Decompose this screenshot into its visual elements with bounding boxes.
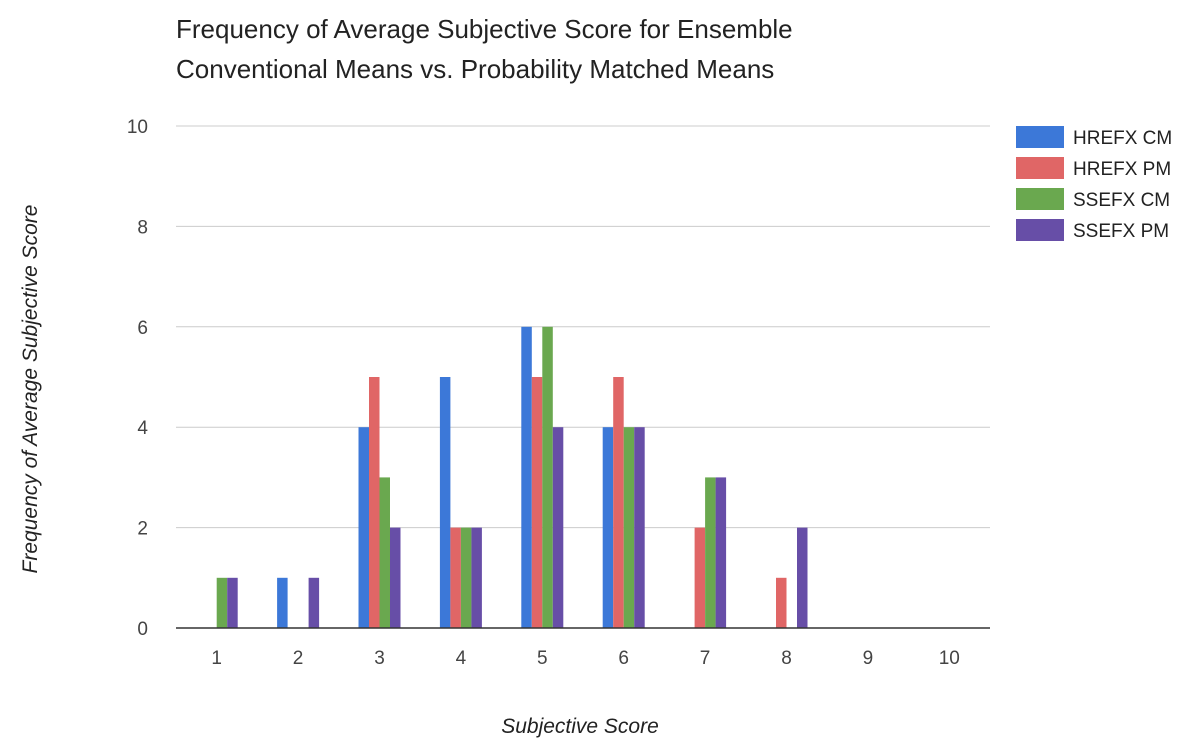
legend-swatch	[1016, 188, 1064, 210]
bar-hrefx-cm-4	[439, 377, 451, 628]
bar-hrefx-cm-5	[521, 326, 532, 628]
legend-label: HREFX CM	[1073, 128, 1172, 149]
legend-label: SSEFX PM	[1073, 221, 1169, 242]
bars	[216, 326, 808, 628]
bar-hrefx-pm-8	[776, 577, 787, 628]
y-tick-label: 4	[137, 418, 148, 439]
x-tick-label: 7	[700, 648, 711, 669]
bar-ssefx-pm-5	[552, 427, 564, 628]
legend-label: HREFX PM	[1073, 159, 1171, 180]
x-tick-label: 8	[781, 648, 792, 669]
y-tick-label: 6	[137, 318, 148, 339]
bar-hrefx-pm-3	[369, 377, 380, 628]
x-tick-label: 3	[374, 648, 385, 669]
bar-hrefx-pm-5	[531, 377, 543, 628]
chart-title-line-1: Frequency of Average Subjective Score fo…	[176, 14, 793, 44]
bar-ssefx-cm-6	[623, 427, 635, 628]
x-tick-label: 5	[537, 648, 548, 669]
legend-item: SSEFX CM	[1016, 188, 1170, 211]
y-tick-label: 8	[137, 217, 148, 238]
legend-swatch	[1016, 126, 1064, 148]
bar-ssefx-cm-1	[216, 577, 228, 628]
bar-ssefx-cm-3	[379, 477, 390, 628]
y-tick-label: 2	[137, 519, 148, 540]
bar-hrefx-cm-3	[358, 427, 369, 628]
bar-hrefx-cm-2	[277, 577, 288, 628]
bar-hrefx-pm-4	[450, 527, 461, 628]
legend: HREFX CM HREFX PM SSEFX CM SSEFX PM	[1016, 126, 1172, 242]
y-axis-title: Frequency of Average Subjective Score	[19, 205, 42, 574]
bar-hrefx-pm-6	[613, 377, 624, 628]
bar-hrefx-cm-6	[602, 427, 614, 628]
y-tick-label: 10	[127, 117, 148, 138]
bar-ssefx-pm-6	[634, 427, 645, 628]
x-tick-label: 10	[939, 648, 960, 669]
bar-ssefx-pm-1	[227, 577, 238, 628]
x-tick-label: 1	[211, 648, 222, 669]
legend-label: SSEFX CM	[1073, 190, 1170, 211]
x-axis-title: Subjective Score	[501, 715, 659, 738]
chart-title-line-2: Conventional Means vs. Probability Match…	[176, 54, 774, 84]
y-axis-ticks: 0 2 4 6 8 10	[127, 117, 149, 640]
x-tick-label: 2	[293, 648, 304, 669]
x-tick-label: 4	[456, 648, 467, 669]
bar-ssefx-pm-4	[471, 527, 482, 628]
legend-item: HREFX PM	[1016, 157, 1171, 180]
x-axis-ticks: 1 2 3 4 5 6 7 8 9 10	[211, 648, 959, 669]
bar-hrefx-pm-7	[694, 527, 706, 628]
bar-ssefx-pm-8	[797, 527, 808, 628]
legend-item: HREFX CM	[1016, 126, 1172, 149]
bar-ssefx-cm-4	[460, 527, 472, 628]
chart-title: Frequency of Average Subjective Score fo…	[176, 14, 793, 84]
legend-swatch	[1016, 219, 1064, 241]
bar-ssefx-pm-7	[715, 477, 727, 628]
x-tick-label: 9	[863, 648, 874, 669]
y-tick-label: 0	[137, 619, 148, 640]
bar-ssefx-pm-2	[308, 577, 320, 628]
bar-ssefx-pm-3	[390, 527, 401, 628]
legend-swatch	[1016, 157, 1064, 179]
legend-item: SSEFX PM	[1016, 219, 1169, 242]
bar-ssefx-cm-5	[542, 326, 553, 628]
bar-ssefx-cm-7	[705, 477, 716, 628]
gridlines	[176, 125, 990, 529]
x-tick-label: 6	[618, 648, 629, 669]
